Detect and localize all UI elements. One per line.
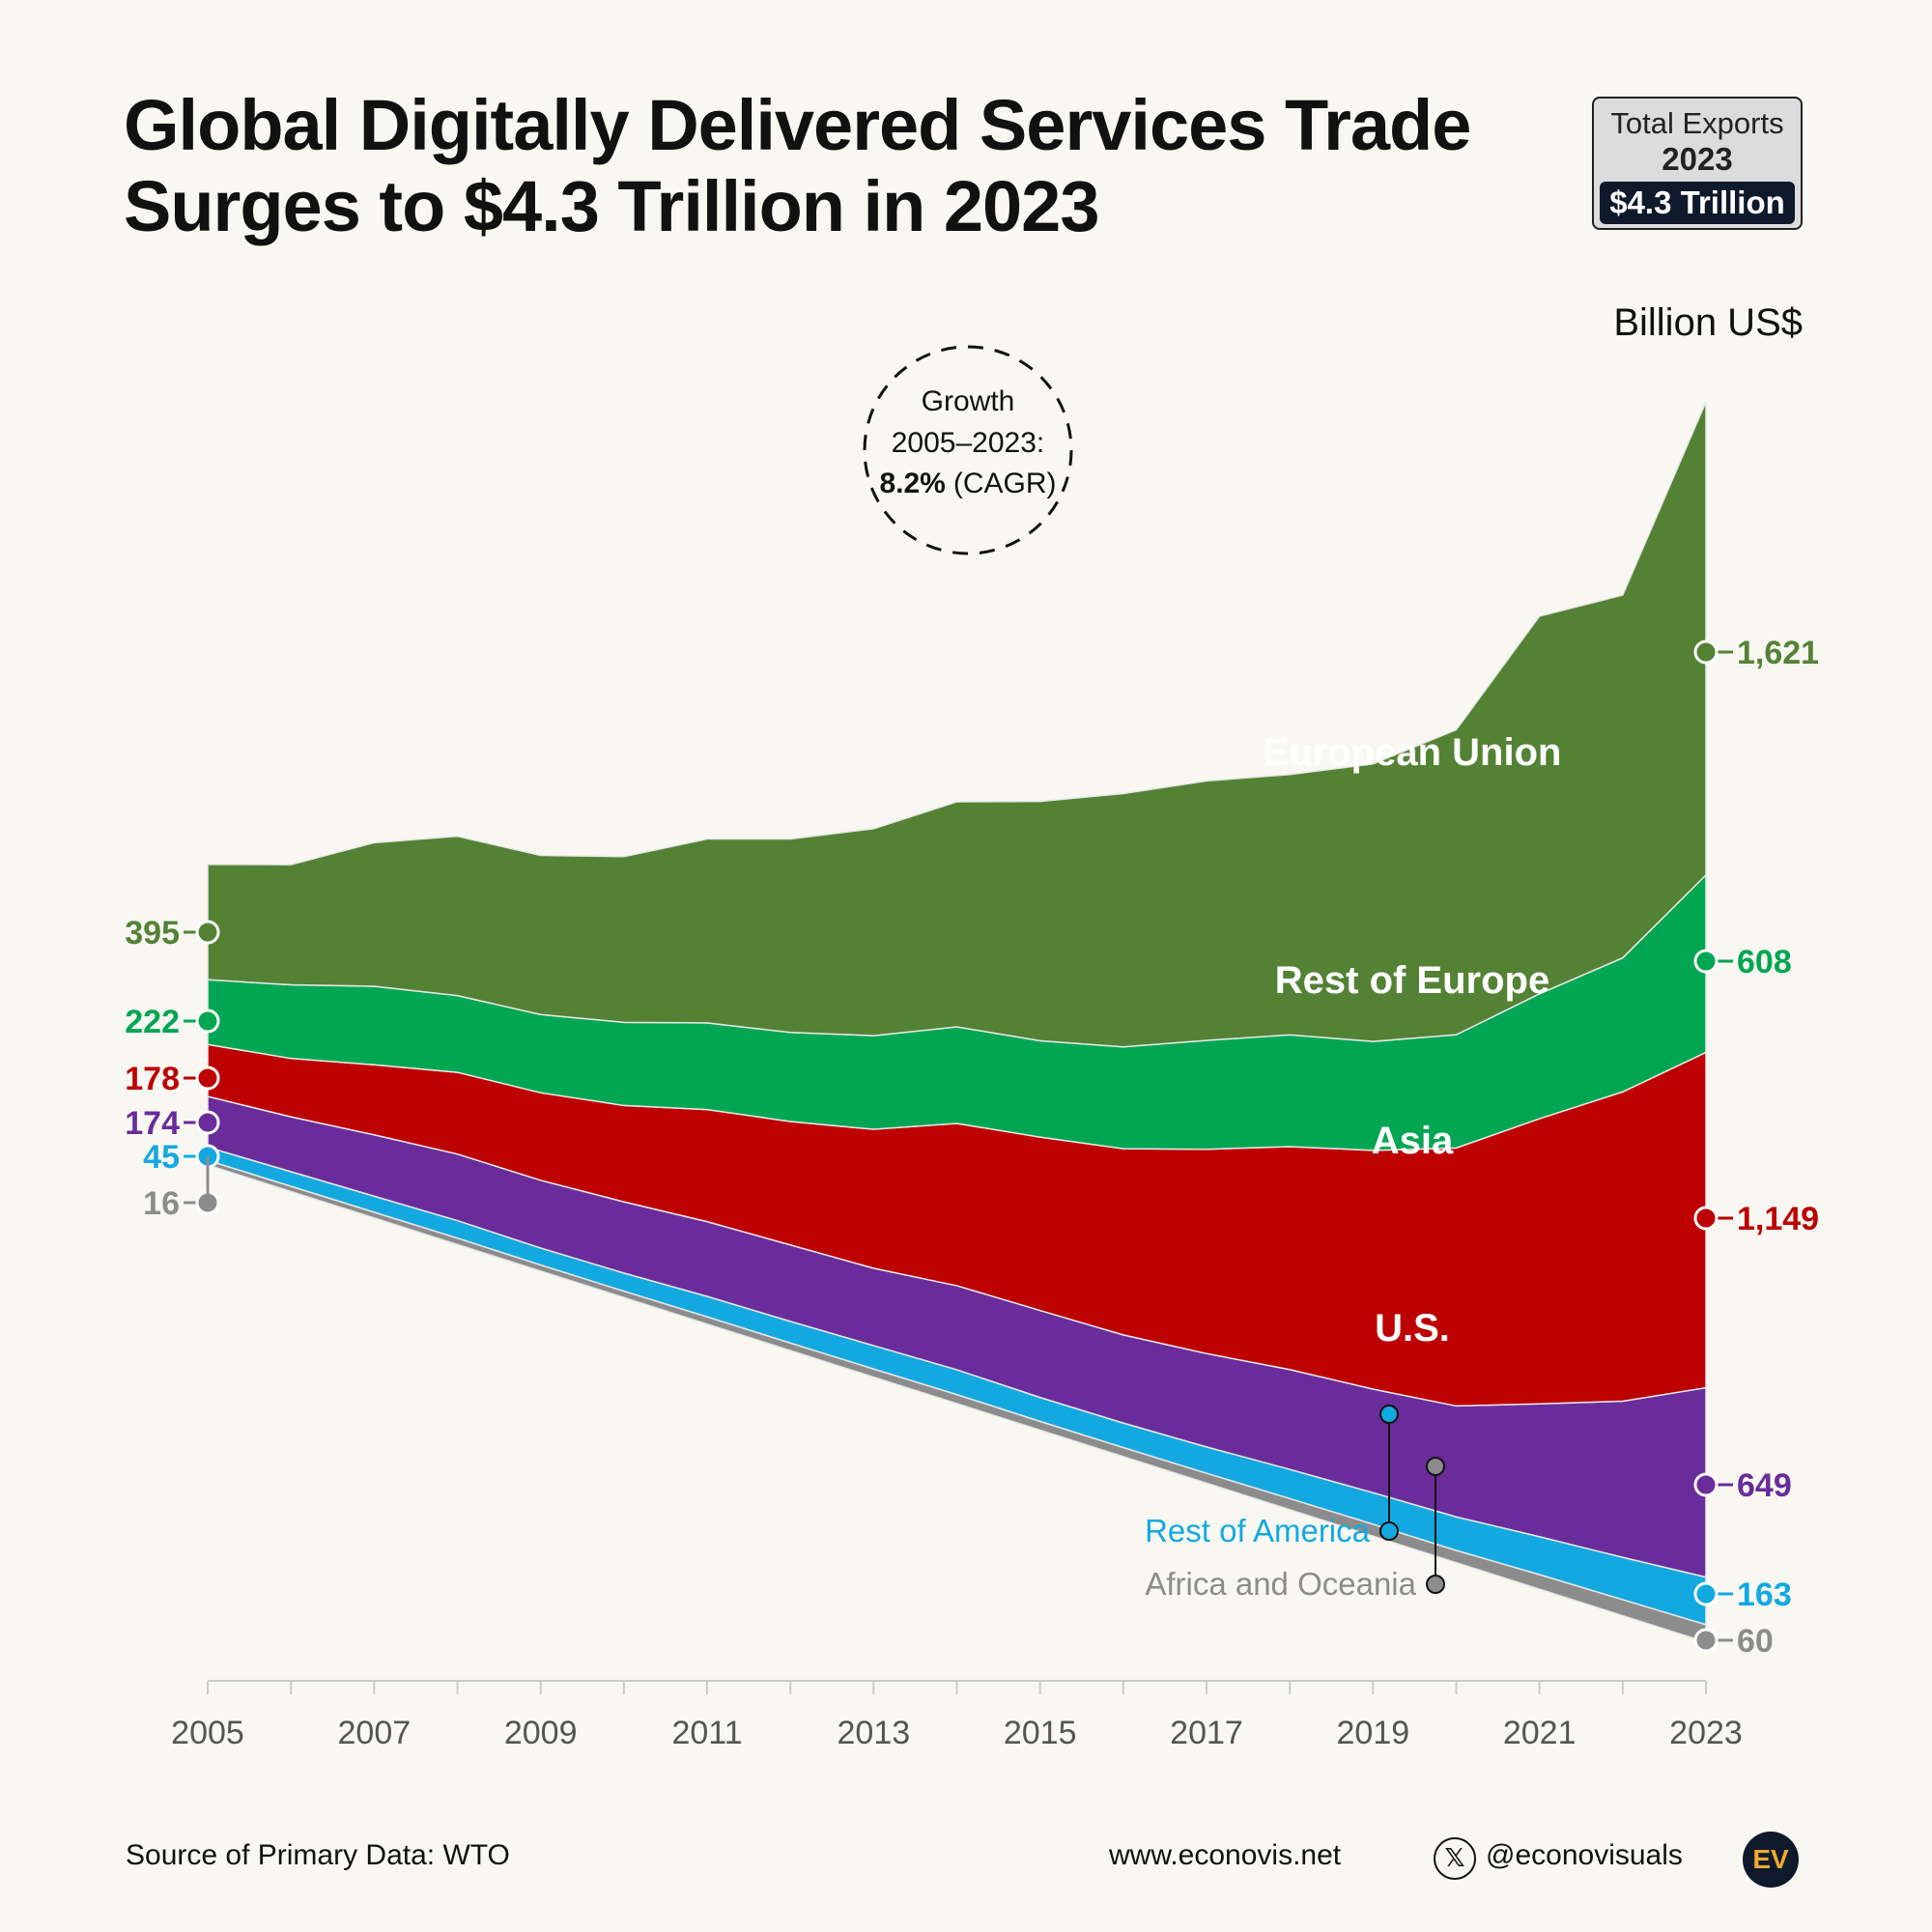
chart-title-line-1: Global Digitally Delivered Services Trad… bbox=[124, 85, 1471, 165]
website-link[interactable]: www.econovis.net bbox=[1109, 1839, 1342, 1871]
x-tick-label: 2015 bbox=[1004, 1715, 1077, 1751]
end-marker-european-union bbox=[1693, 639, 1719, 665]
end-marker-africa-and-oceania bbox=[1693, 1628, 1719, 1653]
end-marker-asia bbox=[1693, 1206, 1719, 1231]
growth-note-circle bbox=[863, 345, 1073, 555]
end-marker-rest-of-europe bbox=[1693, 949, 1719, 974]
start-value-africa-and-oceania: 16 bbox=[143, 1185, 180, 1222]
end-marker-u-s bbox=[1693, 1472, 1719, 1497]
growth-note-suffix: (CAGR) bbox=[953, 468, 1057, 499]
end-value-africa-and-oceania: 60 bbox=[1737, 1623, 1774, 1660]
start-value-asia: 178 bbox=[125, 1061, 180, 1097]
x-logo-icon: 𝕏 bbox=[1434, 1837, 1476, 1880]
start-value-u-s: 174 bbox=[125, 1105, 180, 1142]
total-exports-value: $4.3 Trillion bbox=[1600, 182, 1795, 224]
x-axis: 2005 2007 2009 2011 2013 2015 2017 2019 2021 2023 bbox=[171, 1680, 1743, 1751]
chart-title: Global Digitally Delivered Services Trad… bbox=[124, 85, 1471, 247]
callout-point-africa-and-oceania bbox=[1426, 1457, 1445, 1476]
area-label-rest-of-europe: Rest of Europe bbox=[1275, 959, 1549, 1002]
x-tick-label: 2005 bbox=[171, 1715, 244, 1751]
chart-title-line-2: Surges to $4.3 Trillion in 2023 bbox=[124, 166, 1099, 246]
x-tick-label: 2019 bbox=[1337, 1715, 1410, 1751]
end-value-european-union: 1,621 bbox=[1737, 635, 1819, 671]
start-value-rest-of-america: 45 bbox=[143, 1139, 180, 1176]
end-value-rest-of-america: 163 bbox=[1737, 1577, 1792, 1613]
callout-label-africa-and-oceania: Africa and Oceania bbox=[1145, 1566, 1416, 1602]
growth-note-value: 8.2% bbox=[879, 468, 945, 499]
end-marker-rest-of-america bbox=[1693, 1581, 1719, 1606]
callout-end-africa-and-oceania bbox=[1426, 1575, 1445, 1594]
area-labels: European Union Rest of Europe Asia U.S. bbox=[1264, 731, 1562, 1350]
total-exports-label: Total Exports bbox=[1610, 106, 1784, 140]
unit-label: Billion US$ bbox=[1613, 301, 1803, 344]
end-value-u-s: 649 bbox=[1737, 1467, 1792, 1504]
econovis-logo-icon: EV bbox=[1743, 1832, 1799, 1888]
callout-end-rest-of-america bbox=[1379, 1521, 1399, 1541]
source-note: Source of Primary Data: WTO bbox=[126, 1839, 510, 1871]
callouts: Rest of America Africa and Oceania bbox=[1145, 1405, 1445, 1602]
value-markers: 16 60 45 163 174 649 178 1,149 222 608 395 1,621 bbox=[125, 635, 1819, 1660]
end-value-asia: 1,149 bbox=[1737, 1201, 1819, 1237]
start-marker-european-union bbox=[195, 920, 220, 945]
callout-label-rest-of-america: Rest of America bbox=[1145, 1513, 1371, 1548]
x-tick-label: 2007 bbox=[338, 1715, 412, 1751]
x-tick-label: 2011 bbox=[671, 1715, 742, 1751]
area-european-union bbox=[207, 401, 1707, 1048]
x-tick-label: 2009 bbox=[504, 1715, 578, 1751]
end-value-rest-of-europe: 608 bbox=[1737, 944, 1792, 980]
x-tick-label: 2021 bbox=[1503, 1715, 1577, 1751]
area-label-european-union: European Union bbox=[1264, 731, 1562, 774]
social-handle[interactable]: @econovisuals bbox=[1486, 1839, 1683, 1871]
start-marker-u-s bbox=[195, 1110, 220, 1135]
start-value-european-union: 395 bbox=[125, 915, 180, 952]
callout-point-rest-of-america bbox=[1379, 1405, 1399, 1424]
growth-note: Growth 2005–2023: 8.2% (CAGR) bbox=[863, 345, 1073, 555]
total-exports-year: 2023 bbox=[1662, 141, 1733, 177]
x-tick-label: 2017 bbox=[1170, 1715, 1243, 1751]
area-label-asia: Asia bbox=[1372, 1120, 1454, 1162]
growth-note-line-2: 2005–2023: bbox=[892, 427, 1045, 459]
area-layers bbox=[207, 401, 1707, 1644]
total-exports-box: Total Exports 2023 $4.3 Trillion bbox=[1592, 97, 1803, 230]
growth-note-line-1: Growth bbox=[922, 385, 1015, 417]
area-label-u-s: U.S. bbox=[1375, 1307, 1450, 1350]
x-tick-label: 2013 bbox=[838, 1715, 911, 1751]
growth-note-line-3: 8.2% (CAGR) bbox=[879, 468, 1056, 499]
start-marker-asia bbox=[195, 1065, 220, 1091]
start-marker-rest-of-europe bbox=[195, 1009, 220, 1034]
start-value-rest-of-europe: 222 bbox=[125, 1004, 180, 1040]
x-tick-label: 2023 bbox=[1669, 1715, 1743, 1751]
